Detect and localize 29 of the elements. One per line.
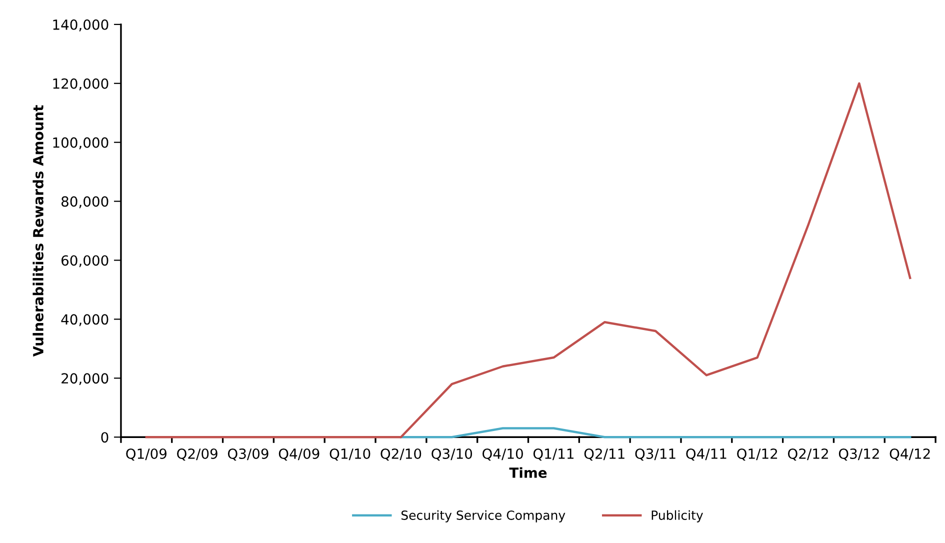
- x-tick-label: Q2/11: [584, 448, 624, 461]
- x-tick-label: Q4/12: [890, 448, 930, 461]
- x-tick-label: Q4/09: [278, 448, 320, 461]
- legend-label: Publicity: [652, 510, 703, 522]
- x-tick-label: Q1/09: [126, 448, 166, 461]
- x-tick-label: Q1/10: [330, 448, 370, 461]
- y-tick-label: 60,000: [62, 255, 108, 268]
- x-axis-title: Time: [509, 467, 547, 478]
- x-tick-label: Q2/12: [788, 448, 828, 461]
- y-tick-label: 140,000: [53, 19, 108, 32]
- line-series: [145, 82, 912, 438]
- x-tick-label: Q4/11: [686, 448, 726, 461]
- y-tick-label: 80,000: [62, 196, 108, 208]
- legend-label: Security Service Company: [401, 510, 566, 522]
- y-tick-label: 120,000: [53, 78, 108, 90]
- x-tick-label: Q1/12: [737, 448, 778, 461]
- x-tick-label: Q1/11: [533, 448, 574, 461]
- x-tick-label: Q2/10: [380, 448, 422, 461]
- y-tick-label: 20,000: [62, 373, 108, 386]
- x-tick-label: Q2/09: [177, 448, 218, 461]
- x-tick-label: Q3/12: [838, 448, 879, 461]
- y-axis-title: Vulnerabilities Rewards Amount: [32, 105, 44, 357]
- y-tick-label: 0: [101, 432, 108, 443]
- x-tick-label: Q4/10: [482, 448, 523, 461]
- y-tick-label: 40,000: [61, 314, 108, 326]
- y-tick-label: 100,000: [53, 137, 108, 150]
- x-tick-label: Q3/10: [432, 448, 472, 461]
- x-tick-label: Q3/09: [228, 448, 268, 461]
- x-tick-label: Q3/11: [635, 448, 676, 461]
